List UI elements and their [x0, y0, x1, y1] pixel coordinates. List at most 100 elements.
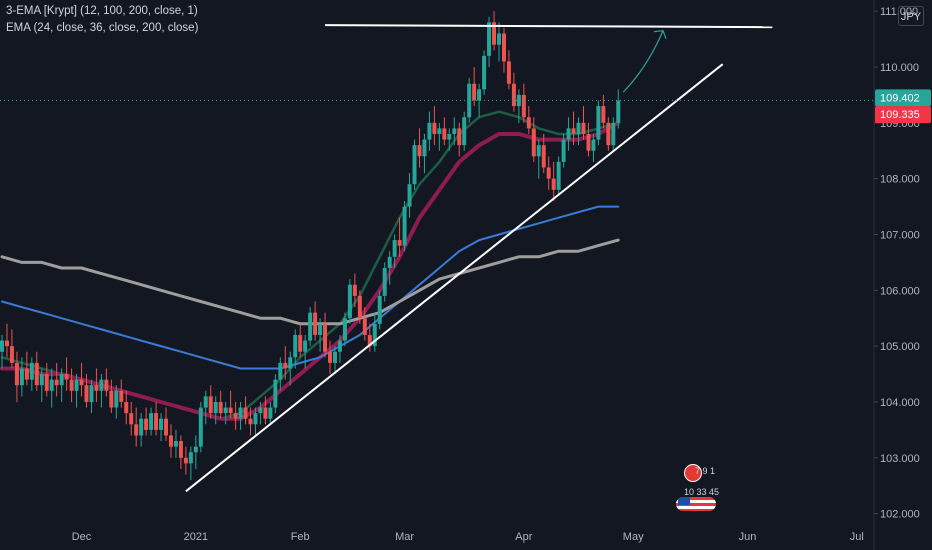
candle-body: [323, 323, 328, 352]
candle: [248, 407, 253, 436]
candle: [183, 446, 188, 475]
candle-body: [278, 362, 283, 380]
candle-body: [89, 385, 94, 402]
candle-body: [263, 407, 268, 419]
candle: [566, 117, 571, 151]
candle: [59, 368, 64, 402]
candle-body: [367, 334, 372, 347]
candle: [164, 407, 169, 442]
candle: [258, 401, 263, 425]
candle-body: [308, 312, 313, 341]
y-tick-label: 110.000: [880, 62, 919, 74]
candle: [49, 368, 54, 408]
indicator-legend-3ema[interactable]: 3-EMA [Krypt] (12, 100, 200, close, 1): [6, 5, 198, 17]
candle-body: [233, 413, 238, 419]
indicator-legend-ema[interactable]: EMA (24, close, 36, close, 200, close): [6, 22, 199, 34]
candle: [477, 83, 482, 118]
candle: [74, 374, 79, 408]
candle: [203, 390, 208, 425]
candle-body: [144, 418, 149, 430]
candle-body: [442, 128, 447, 140]
ema-lines: [0, 110, 621, 421]
candle: [536, 139, 541, 179]
candle-body: [611, 122, 616, 146]
candle: [243, 396, 248, 425]
candle: [84, 374, 89, 408]
candle-body: [9, 346, 14, 363]
candle: [273, 374, 278, 414]
candle: [4, 323, 9, 358]
y-tick-label: 111.000: [880, 6, 918, 18]
candle-body: [193, 446, 198, 453]
candle: [94, 368, 99, 402]
y-tick-label: 108.000: [880, 174, 920, 186]
candle: [526, 106, 531, 134]
candle: [551, 161, 556, 201]
candle: [342, 312, 347, 347]
candle: [144, 407, 149, 436]
candle: [34, 351, 39, 391]
ema-line: [0, 110, 620, 420]
y-tick-label: 103.000: [880, 453, 920, 465]
candle: [298, 323, 303, 358]
candle: [332, 346, 337, 375]
candle: [14, 351, 19, 402]
candle-body: [357, 295, 362, 319]
support-trendline: [185, 63, 724, 493]
candle-body: [382, 267, 387, 296]
candle: [576, 117, 581, 146]
candle-body: [134, 424, 139, 436]
y-tick-label: 102.000: [880, 509, 920, 521]
x-tick-label: Jun: [739, 531, 757, 543]
candle: [516, 89, 521, 123]
candle: [492, 11, 497, 51]
candle-body: [24, 368, 29, 380]
candle: [482, 50, 487, 95]
candle: [19, 357, 24, 397]
candle-body: [576, 122, 581, 134]
x-tick-label: Jul: [850, 531, 864, 543]
x-tick-label: 2021: [184, 531, 208, 543]
candle: [581, 106, 586, 140]
candle-body: [268, 407, 273, 419]
candle-body: [223, 407, 228, 414]
x-tick-label: Mar: [395, 531, 414, 543]
candle: [173, 429, 178, 458]
candle: [462, 111, 467, 151]
currency-button[interactable]: JPY: [898, 6, 924, 26]
candle-body: [412, 145, 417, 185]
badge-bottom-text: 10 33 45: [684, 487, 720, 497]
candle-body: [347, 284, 352, 319]
candle-body: [541, 145, 546, 168]
x-tick-label: Apr: [515, 531, 532, 543]
candle-body: [238, 407, 243, 419]
candle: [367, 323, 372, 352]
candle: [556, 156, 561, 196]
candle: [308, 307, 313, 347]
last-price-tag-label: 109.402: [880, 92, 920, 104]
candle-body: [586, 133, 591, 151]
price-tags: 109.402 109.335: [0, 89, 931, 124]
candle: [487, 16, 492, 67]
candle-body: [29, 362, 34, 380]
candle: [193, 435, 198, 469]
candle: [253, 407, 258, 436]
candle: [149, 407, 154, 436]
candle: [288, 351, 293, 386]
candle: [109, 379, 114, 414]
candle-body: [432, 122, 437, 134]
candle-body: [571, 128, 576, 134]
candle-body: [303, 340, 308, 352]
candle-body: [208, 396, 213, 414]
candle-body: [4, 340, 9, 347]
candle: [442, 117, 447, 146]
candle: [497, 22, 501, 62]
last-price-tag-bg: [875, 89, 931, 107]
candle-body: [59, 374, 64, 386]
y-tick-label: 107.000: [880, 229, 920, 241]
candle-body: [492, 22, 497, 45]
candle: [467, 78, 472, 123]
candle-body: [472, 83, 477, 101]
candle-body: [164, 418, 169, 436]
